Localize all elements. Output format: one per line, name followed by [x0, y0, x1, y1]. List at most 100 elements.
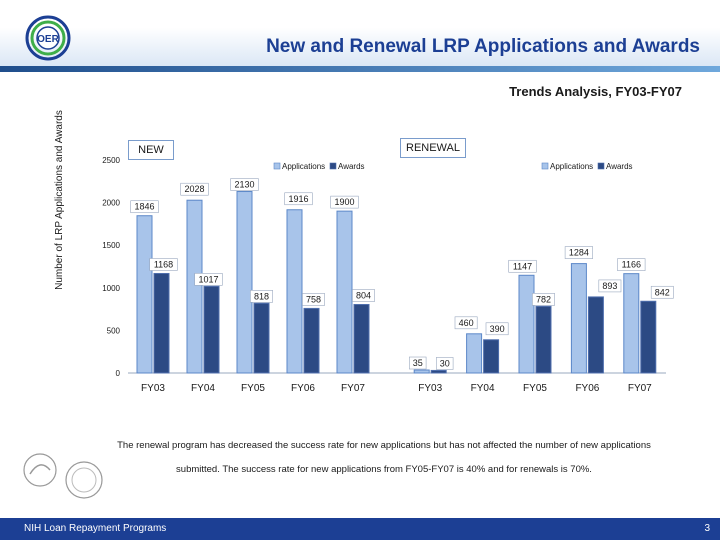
- data-label: 1166: [622, 260, 641, 270]
- data-label: 2130: [234, 180, 254, 190]
- data-label-box: [617, 258, 646, 271]
- footer-text: NIH Loan Repayment Programs: [24, 523, 167, 534]
- data-label: 1168: [154, 259, 173, 269]
- data-label: 804: [356, 290, 371, 300]
- logo-text: OER: [37, 34, 59, 45]
- y-tick-label: 2000: [102, 199, 120, 208]
- bar-awards-renewal-fy06: [587, 296, 604, 374]
- bar-awards-new-fy05: [253, 302, 270, 374]
- data-label-box: [180, 182, 209, 196]
- y-tick-label: 2500: [102, 156, 120, 165]
- bar-applications-renewal-fy05: [518, 274, 535, 374]
- data-label: 1846: [134, 202, 154, 212]
- bar-awards-renewal-fy07: [640, 300, 657, 374]
- footer-bar: [0, 518, 720, 540]
- data-label-box: [564, 246, 593, 259]
- x-tick-label: FY07: [628, 383, 652, 394]
- bar-awards-renewal-fy05: [535, 305, 552, 374]
- data-label-box: [130, 200, 159, 214]
- data-label-box: [435, 357, 454, 370]
- x-tick-label: FY05: [523, 383, 547, 394]
- bar-awards-new-fy06: [303, 307, 320, 374]
- data-label: 1017: [198, 274, 218, 284]
- legend-swatch: [597, 162, 605, 170]
- bar-applications-renewal-fy04: [466, 333, 483, 374]
- legends: Applications Awards Applications Awards: [273, 162, 633, 171]
- bar-awards-renewal-fy04: [483, 339, 500, 374]
- legend-label: Applications: [282, 162, 325, 171]
- data-label: 758: [306, 294, 321, 304]
- x-ticks: FY03 FY04 FY05 FY06 FY07 FY03 FY04 FY05 FY06 FY07: [141, 383, 652, 394]
- data-label-box: [352, 289, 375, 302]
- panel-label-new: NEW: [128, 140, 174, 160]
- header-band: [0, 66, 720, 72]
- data-label-box: [408, 356, 427, 370]
- x-tick-label: FY04: [471, 383, 495, 394]
- bar-applications-renewal-fy07: [623, 273, 640, 374]
- bars: [136, 191, 657, 374]
- legend-swatch: [541, 162, 549, 170]
- data-label-box: [149, 258, 178, 271]
- data-label-box: [485, 322, 509, 336]
- data-label: 1900: [334, 197, 354, 207]
- y-tick-label: 1000: [102, 284, 120, 293]
- oer-logo: OER: [25, 15, 71, 61]
- bar-applications-new-fy04: [186, 199, 203, 374]
- x-tick-label: FY04: [191, 383, 215, 394]
- legend-label: Awards: [606, 162, 633, 171]
- bar-awards-new-fy03: [153, 272, 170, 374]
- data-label: 842: [655, 287, 670, 297]
- bar-chart: 0 500 1000 1500 2000 2500 1846 1168 2028 1017 213…: [102, 156, 674, 394]
- data-label: 35: [413, 358, 423, 368]
- data-label-box: [598, 279, 622, 293]
- page-subtitle: Trends Analysis, FY03-FY07: [509, 84, 682, 99]
- hhs-nih-seals: [23, 453, 103, 499]
- data-label-box: [250, 290, 273, 303]
- bar-awards-new-fy07: [353, 303, 370, 374]
- data-label: 1916: [288, 194, 308, 204]
- bar-applications-new-fy06: [286, 209, 303, 374]
- summary-note: The renewal program has decreased the su…: [117, 440, 651, 475]
- data-label-box: [454, 316, 478, 330]
- bar-applications-new-fy07: [336, 210, 353, 374]
- data-label: 390: [490, 324, 505, 334]
- data-label-box: [532, 293, 555, 306]
- x-tick-label: FY03: [141, 383, 165, 394]
- data-labels: 1846 1168 2028 1017 2130 818 1916 758 1900 804 35 3…: [130, 178, 674, 370]
- legend-label: Awards: [338, 162, 365, 171]
- data-label: 818: [254, 291, 269, 301]
- data-label: 1147: [513, 261, 532, 271]
- panel-label-renewal: RENEWAL: [400, 138, 466, 158]
- bar-applications-renewal-fy03: [413, 369, 430, 374]
- data-label-box: [194, 273, 223, 286]
- y-tick-label: 1500: [102, 241, 120, 250]
- y-tick-label: 0: [116, 369, 121, 378]
- data-label: 782: [536, 294, 551, 304]
- legend-label: Applications: [550, 162, 593, 171]
- x-tick-label: FY07: [341, 383, 365, 394]
- bar-applications-renewal-fy06: [570, 263, 587, 374]
- data-label-box: [330, 195, 359, 209]
- legend-swatch: [329, 162, 337, 170]
- data-label: 460: [459, 318, 474, 328]
- x-tick-label: FY06: [291, 383, 315, 394]
- page-number: 3: [704, 523, 710, 534]
- data-label: 30: [440, 358, 450, 368]
- page-title: New and Renewal LRP Applications and Awa…: [266, 36, 700, 57]
- bar-awards-renewal-fy03: [430, 369, 447, 374]
- bar-applications-new-fy03: [136, 215, 153, 374]
- y-tick-label: 500: [107, 326, 121, 335]
- legend-swatch: [273, 162, 281, 170]
- data-label-box: [284, 192, 313, 206]
- data-label-box: [230, 178, 259, 191]
- data-label-box: [302, 293, 325, 306]
- data-label: 2028: [184, 184, 204, 194]
- bar-applications-new-fy05: [236, 191, 253, 374]
- data-label: 1284: [569, 248, 589, 258]
- data-label-box: [650, 285, 674, 299]
- data-label: 893: [602, 281, 617, 291]
- data-label-box: [508, 259, 537, 273]
- header-background: [0, 0, 720, 68]
- x-tick-label: FY06: [575, 383, 599, 394]
- bar-awards-new-fy04: [203, 285, 220, 374]
